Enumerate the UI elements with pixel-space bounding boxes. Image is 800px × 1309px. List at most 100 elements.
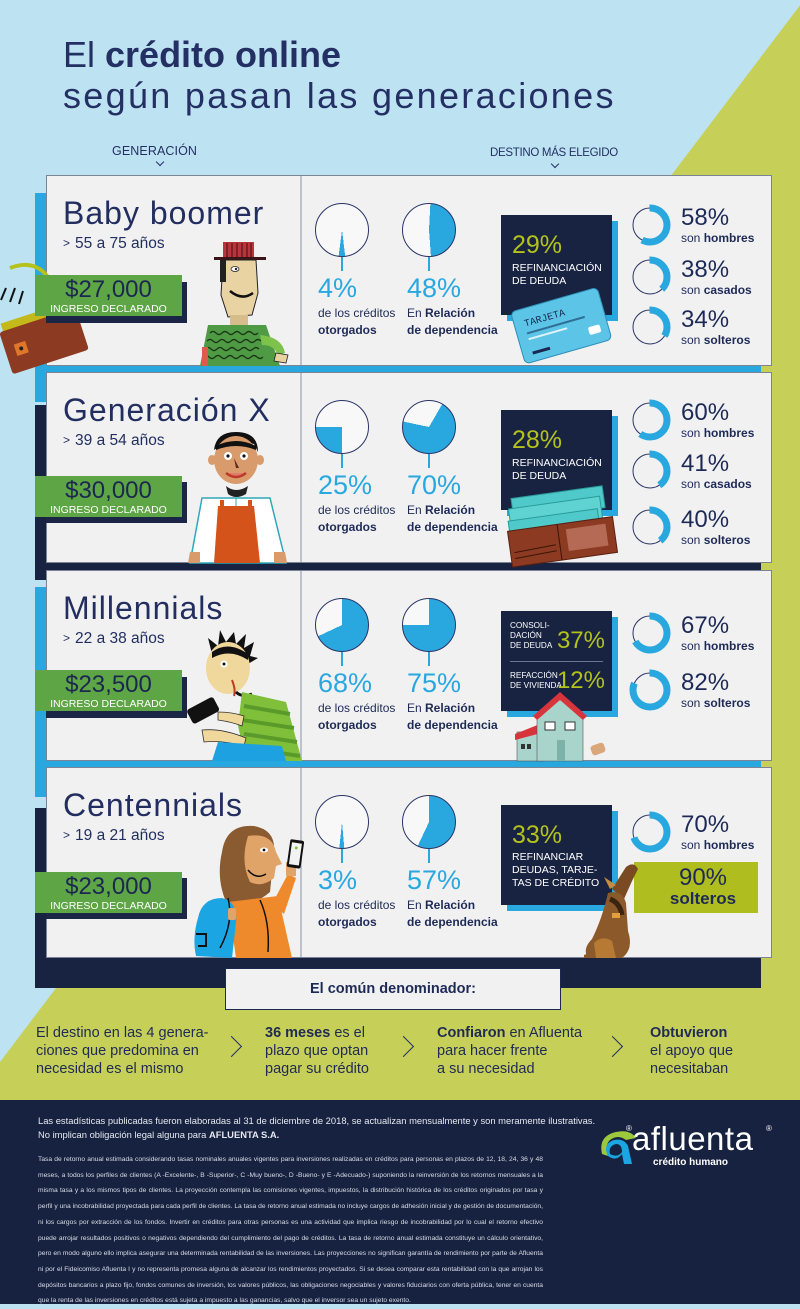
age-range-text: 22 a 38 años bbox=[75, 630, 165, 647]
demographic-label: son casados bbox=[681, 283, 752, 297]
common-item-trust: Confiaron en Afluenta para hacer frente … bbox=[437, 1024, 582, 1078]
demographic-label: son solteros bbox=[681, 696, 750, 710]
income-tag: $27,000 INGRESO DECLARADO bbox=[35, 275, 182, 316]
demographic-prefix: son bbox=[681, 533, 704, 547]
demographic-label: son hombres bbox=[681, 639, 754, 653]
demographic-label-bold: solteros bbox=[703, 333, 751, 347]
demographic-prefix: son bbox=[681, 639, 704, 653]
age-range: >55 a 75 años bbox=[63, 235, 165, 253]
demographic-donut-married bbox=[629, 450, 671, 492]
income-amount: $23,500 bbox=[65, 671, 152, 698]
income-label: INGRESO DECLARADO bbox=[50, 900, 167, 912]
destination-box: 33% REFINANCIAR DEUDAS, TARJE- TAS DE CR… bbox=[501, 805, 612, 905]
column-header-destination: DESTINO MÁS ELEGIDO bbox=[490, 147, 618, 159]
destination-pct: 33% bbox=[512, 821, 563, 849]
employment-label-bold: Relación bbox=[425, 306, 476, 320]
employment-label-line2-text: de dependencia bbox=[407, 718, 498, 732]
income-label: INGRESO DECLARADO bbox=[50, 303, 167, 315]
destination-label: CONSOLI- DACIÓN DE DEUDA bbox=[510, 621, 553, 650]
pie-stem bbox=[341, 454, 343, 468]
common-item-line3: necesidad es el mismo bbox=[36, 1061, 184, 1077]
generation-name: Millennials bbox=[63, 590, 224, 626]
employment-label-line2: de dependencia bbox=[407, 915, 498, 929]
column-divider bbox=[300, 571, 302, 760]
age-marker: > bbox=[63, 631, 71, 645]
employment-label-line2-text: de dependencia bbox=[407, 520, 498, 534]
demographic-label: son solteros bbox=[681, 533, 750, 547]
destination-row: CONSOLI- DACIÓN DE DEUDA 37% bbox=[510, 621, 605, 657]
pie-stem bbox=[341, 652, 343, 666]
demographic-label-bold: hombres bbox=[703, 231, 755, 245]
afluenta-logo-icon bbox=[601, 1131, 636, 1164]
demographic-pct: 41% bbox=[681, 450, 730, 477]
employment-label: En Relación bbox=[407, 898, 475, 912]
credits-share-label-bold-text: otorgados bbox=[318, 323, 377, 337]
age-marker: > bbox=[63, 236, 71, 250]
credits-share-label-bold-text: otorgados bbox=[318, 718, 377, 732]
demographic-label-bold: hombres bbox=[703, 426, 755, 440]
footer-disclaimer-line2: No implican obligación legal alguna para bbox=[38, 1129, 209, 1140]
credits-share-label-bold: otorgados bbox=[318, 323, 377, 337]
pie-stem bbox=[428, 454, 430, 468]
employment-pie bbox=[402, 795, 456, 849]
employment-label-bold: Relación bbox=[425, 503, 476, 517]
age-marker: > bbox=[63, 828, 71, 842]
destination-pct: 28% bbox=[512, 426, 563, 454]
common-item-bold: Confiaron bbox=[437, 1025, 506, 1041]
destination-label: REFINANCIAR DEUDAS, TARJE- TAS DE CRÉDIT… bbox=[512, 851, 600, 889]
income-amount: $23,000 bbox=[65, 873, 152, 900]
column-divider bbox=[300, 176, 302, 365]
title-regular: El bbox=[63, 34, 106, 75]
card-panel bbox=[46, 570, 772, 761]
demographic-prefix: son bbox=[681, 333, 704, 347]
demographic-prefix: son bbox=[681, 283, 704, 297]
footer: Las estadísticas publicadas fueron elabo… bbox=[0, 1100, 800, 1304]
demographic-donut-single bbox=[629, 506, 671, 548]
centennial-girl-illustration bbox=[194, 825, 305, 958]
common-item-line2: el apoyo que bbox=[650, 1043, 734, 1059]
common-item-line1: es el bbox=[330, 1025, 365, 1041]
title-bold: crédito online bbox=[105, 34, 342, 75]
income-tag: $23,500 INGRESO DECLARADO bbox=[35, 670, 182, 711]
employment-label-line2-text: de dependencia bbox=[407, 915, 498, 929]
generation-name: Baby boomer bbox=[63, 195, 265, 231]
demographic-label-bold: solteros bbox=[703, 533, 751, 547]
common-item-line3: necesitaban bbox=[650, 1061, 729, 1077]
demographic-donut-single bbox=[629, 669, 671, 711]
destination-label: REFINANCIACIÓN DE DEUDA bbox=[512, 262, 602, 287]
generation-x-man-illustration bbox=[188, 432, 287, 564]
employment-pie bbox=[402, 400, 456, 454]
employment-pie bbox=[402, 203, 456, 257]
employment-pie bbox=[402, 598, 456, 652]
credits-share-pie bbox=[315, 400, 369, 454]
employment-pct: 70% bbox=[407, 470, 462, 500]
employment-pct: 48% bbox=[407, 273, 462, 303]
employment-label-prefix: En bbox=[407, 898, 426, 912]
demographic-prefix: son bbox=[681, 838, 704, 852]
demographic-donut-men bbox=[629, 204, 671, 246]
highlight-label: solteros bbox=[669, 889, 737, 908]
credits-share-pct: 3% bbox=[318, 865, 358, 895]
demographic-donut-single bbox=[629, 306, 671, 348]
credits-share-pct: 4% bbox=[318, 273, 358, 303]
credits-share-label: de los créditos bbox=[318, 503, 396, 517]
demographic-label: son solteros bbox=[681, 333, 750, 347]
age-range-text: 19 a 21 años bbox=[75, 827, 165, 844]
credits-share-pie bbox=[315, 203, 369, 257]
demographic-donut-married bbox=[629, 256, 671, 298]
employment-label-prefix: En bbox=[407, 306, 426, 320]
age-range-text: 55 a 75 años bbox=[75, 235, 165, 252]
common-item-support: Obtuvieron el apoyo que necesitaban bbox=[650, 1024, 733, 1078]
footer-disclaimer-line1: Las estadísticas publicadas fueron elabo… bbox=[38, 1115, 596, 1126]
demographic-pct: 70% bbox=[681, 811, 730, 838]
demographic-label-bold: hombres bbox=[703, 639, 755, 653]
credits-share-label-bold: otorgados bbox=[318, 915, 377, 929]
common-item-destination: El destino en las 4 genera- ciones que p… bbox=[36, 1024, 209, 1078]
income-label: INGRESO DECLARADO bbox=[50, 504, 167, 516]
employment-label-line2: de dependencia bbox=[407, 520, 498, 534]
footer-legal-text: Tasa de retorno anual estimada considera… bbox=[38, 1156, 543, 1305]
dog-illustration bbox=[584, 864, 638, 958]
credits-share-label-bold: otorgados bbox=[318, 520, 377, 534]
pie-stem bbox=[428, 849, 430, 863]
millennial-man-illustration bbox=[187, 630, 302, 761]
